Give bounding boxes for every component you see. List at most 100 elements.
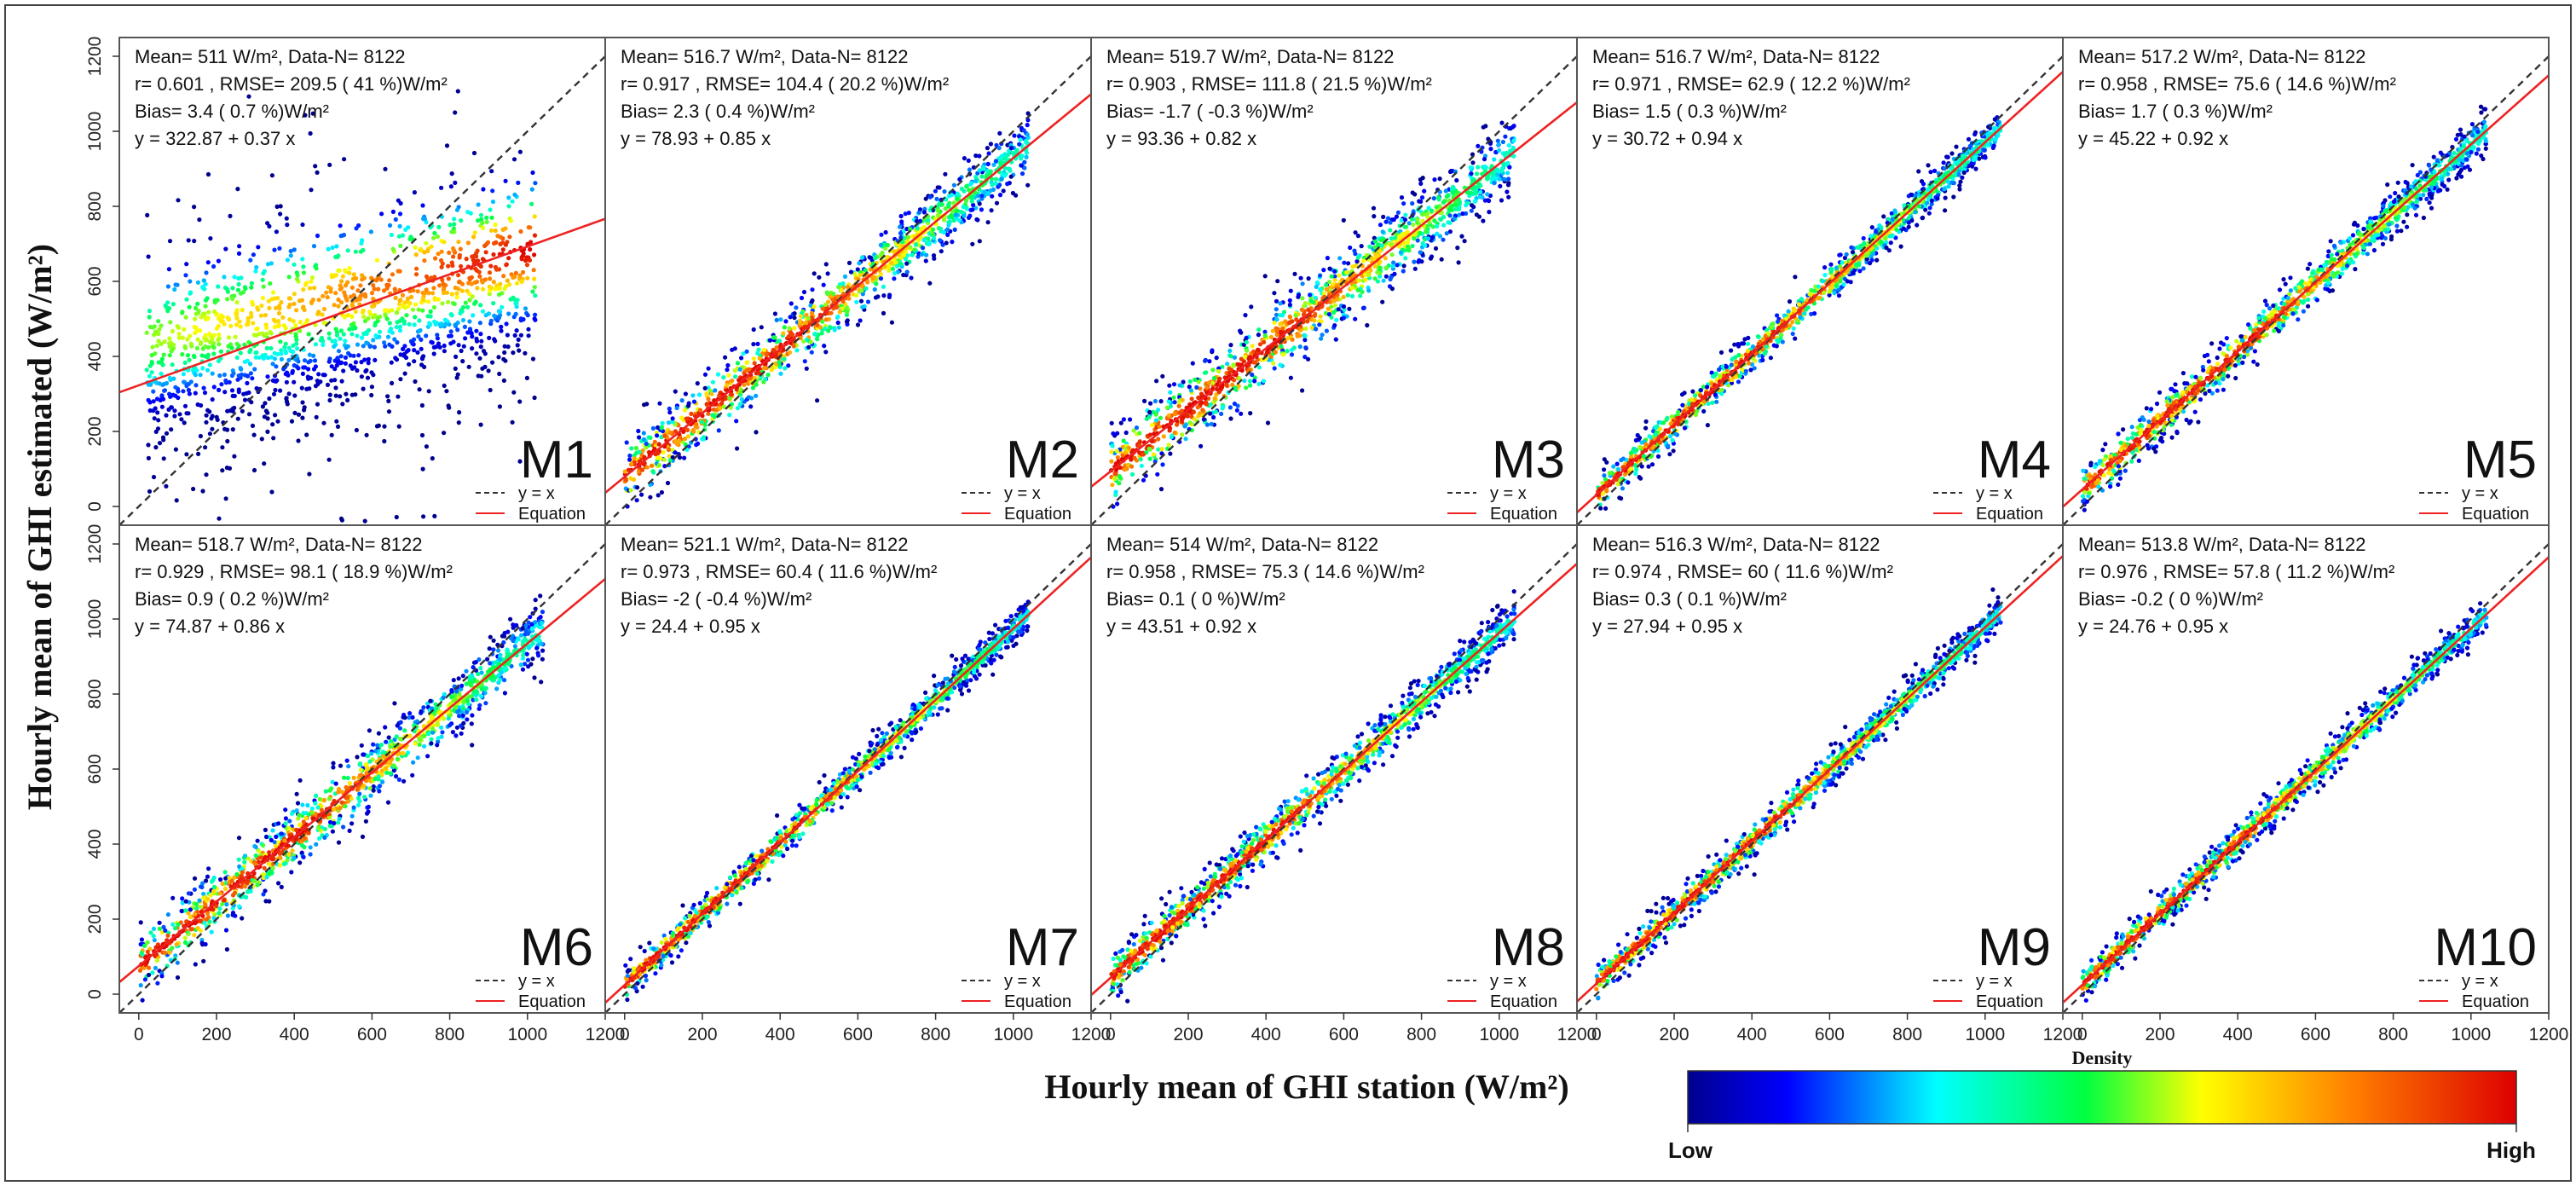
stat-r-rmse: r= 0.903 , RMSE= 111.8 ( 21.5 %)W/m² <box>1106 73 1432 95</box>
data-point <box>898 230 904 236</box>
data-point <box>794 305 799 310</box>
data-point <box>1381 236 1386 242</box>
data-point <box>245 358 250 363</box>
data-point <box>203 304 208 309</box>
data-point <box>872 286 877 292</box>
data-point <box>927 240 933 246</box>
data-point <box>504 321 509 327</box>
data-point <box>517 348 522 353</box>
data-point <box>1506 181 1511 186</box>
data-point <box>343 268 348 273</box>
data-point <box>778 342 783 347</box>
data-point <box>161 352 166 357</box>
data-point <box>204 338 209 343</box>
data-point <box>147 489 153 495</box>
data-point <box>1306 356 1311 362</box>
data-point <box>979 194 985 199</box>
data-point <box>1306 307 1311 312</box>
data-point <box>979 207 984 212</box>
data-point <box>825 271 830 276</box>
data-point <box>1426 205 1431 211</box>
data-point <box>762 366 767 371</box>
data-point <box>1121 417 1126 422</box>
data-point <box>254 327 259 332</box>
data-point <box>304 386 309 391</box>
data-point <box>1470 178 1476 183</box>
data-point <box>246 412 252 417</box>
data-point <box>1288 288 1293 293</box>
data-point <box>147 309 152 314</box>
data-point <box>1180 397 1185 402</box>
data-point <box>181 389 186 394</box>
data-point <box>1256 347 1261 352</box>
data-point <box>458 246 463 252</box>
data-point <box>735 446 740 451</box>
data-point <box>875 294 881 299</box>
data-point <box>325 382 331 387</box>
data-point <box>279 348 284 353</box>
data-point <box>723 355 728 360</box>
data-point <box>699 419 705 425</box>
data-point <box>533 293 538 298</box>
data-point <box>254 264 259 270</box>
data-point <box>927 194 933 200</box>
data-point <box>397 318 402 324</box>
data-point <box>413 272 419 277</box>
data-point <box>1018 137 1023 142</box>
data-point <box>429 339 434 344</box>
data-point <box>706 366 711 371</box>
data-point <box>1655 448 1661 454</box>
data-point <box>361 308 366 313</box>
data-point <box>369 291 375 296</box>
data-point <box>491 301 496 306</box>
data-point <box>173 447 178 452</box>
data-point <box>309 188 314 193</box>
data-point <box>979 174 985 179</box>
scatter-points <box>1109 120 1516 509</box>
data-point <box>1443 188 1448 194</box>
data-point <box>895 269 901 275</box>
data-point <box>347 266 352 271</box>
data-point <box>382 340 387 345</box>
data-point <box>1424 211 1430 217</box>
data-point <box>309 299 315 304</box>
data-point <box>1019 163 1024 168</box>
data-point <box>361 292 366 298</box>
data-point <box>1511 124 1516 129</box>
data-point <box>1603 477 1609 482</box>
data-point <box>942 189 947 194</box>
data-point <box>1123 430 1129 436</box>
data-point <box>1237 376 1242 381</box>
data-point <box>193 383 199 388</box>
data-point <box>362 518 367 524</box>
data-point <box>1146 446 1152 452</box>
data-point <box>1485 192 1490 197</box>
data-point <box>792 315 797 321</box>
data-point <box>1149 422 1155 428</box>
data-point <box>1454 177 1459 183</box>
data-point <box>991 162 996 167</box>
data-point <box>667 430 673 435</box>
data-point <box>269 355 274 360</box>
data-point <box>931 235 937 240</box>
data-point <box>261 271 266 276</box>
data-point <box>153 406 158 411</box>
data-point <box>1422 188 1427 194</box>
data-point <box>1121 438 1126 443</box>
data-point <box>332 378 338 383</box>
data-point <box>292 393 297 398</box>
data-point <box>176 389 181 394</box>
data-point <box>471 150 477 156</box>
data-point <box>1151 452 1156 457</box>
data-point <box>499 328 504 333</box>
data-point <box>180 352 185 357</box>
data-point <box>204 413 209 418</box>
data-point <box>398 298 403 303</box>
data-point <box>1392 271 1397 276</box>
data-point <box>1470 203 1475 208</box>
data-point <box>372 286 377 292</box>
data-point <box>207 409 212 414</box>
data-point <box>1166 443 1171 448</box>
data-point <box>217 332 222 338</box>
